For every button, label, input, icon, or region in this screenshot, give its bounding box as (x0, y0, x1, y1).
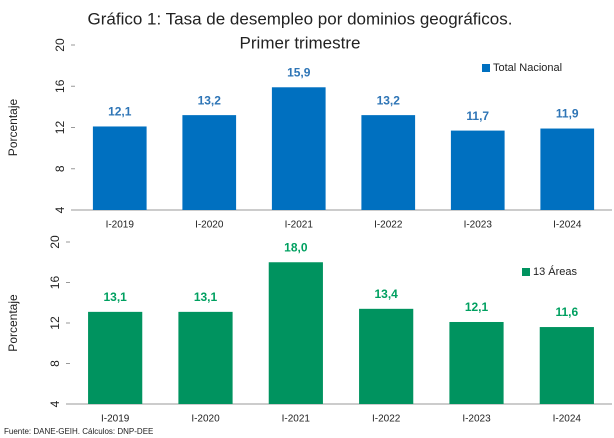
value-label: 15,9 (287, 65, 311, 79)
x-tick-label: I-2022 (372, 414, 401, 425)
y-axis-label: Porcentaje (6, 294, 20, 352)
x-tick-label: I-2021 (285, 220, 314, 231)
bar (540, 128, 595, 210)
y-tick-label: 20 (48, 235, 62, 249)
bar (359, 308, 414, 404)
x-tick-label: I-2020 (195, 220, 224, 231)
x-tick-label: I-2020 (191, 414, 220, 425)
legend-label: 13 Áreas (533, 265, 578, 278)
x-tick-label: I-2024 (553, 414, 582, 425)
y-tick-label: 8 (53, 165, 67, 172)
bar (88, 311, 143, 404)
y-tick-label: 12 (48, 316, 62, 330)
y-tick-label: 4 (53, 206, 67, 213)
title-line: Gráfico 1: Tasa de desempleo por dominio… (88, 9, 513, 28)
source: Fuente: DANE-GEIH. Cálculos: DNP-DEE (4, 427, 153, 436)
title-line: Primer trimestre (240, 33, 361, 52)
bar (268, 262, 323, 404)
value-label: 13,2 (377, 93, 401, 107)
value-label: 13,4 (374, 287, 398, 301)
bar (182, 115, 237, 210)
value-label: 11,7 (466, 109, 489, 123)
x-tick-label: I-2023 (462, 414, 491, 425)
y-axis-label: Porcentaje (6, 98, 20, 156)
legend-label: Total Nacional (493, 62, 562, 74)
bar (450, 130, 505, 210)
y-tick-label: 4 (48, 400, 62, 407)
value-label: 11,6 (555, 305, 578, 319)
x-tick-label: I-2021 (282, 414, 311, 425)
y-tick-label: 16 (48, 276, 62, 290)
x-tick-label: I-2023 (464, 220, 493, 231)
value-label: 13,1 (103, 290, 127, 304)
x-tick-label: I-2024 (553, 220, 582, 231)
y-tick-label: 20 (53, 38, 67, 52)
bar (449, 321, 504, 404)
value-label: 12,1 (108, 105, 132, 119)
value-label: 12,1 (465, 300, 489, 314)
legend-swatch (482, 64, 490, 72)
y-tick-label: 16 (53, 79, 67, 93)
x-tick-label: I-2022 (374, 220, 403, 231)
bar (271, 87, 326, 210)
bar (92, 126, 147, 210)
value-label: 18,0 (284, 240, 308, 254)
bar (539, 327, 594, 404)
bar (178, 311, 233, 404)
value-label: 11,9 (556, 107, 579, 121)
y-tick-label: 12 (53, 121, 67, 135)
legend-swatch (522, 268, 530, 276)
value-label: 13,2 (198, 93, 222, 107)
bar (361, 115, 416, 210)
x-tick-label: I-2019 (106, 220, 135, 231)
x-tick-label: I-2019 (101, 414, 130, 425)
value-label: 13,1 (194, 290, 218, 304)
y-tick-label: 8 (48, 360, 62, 367)
